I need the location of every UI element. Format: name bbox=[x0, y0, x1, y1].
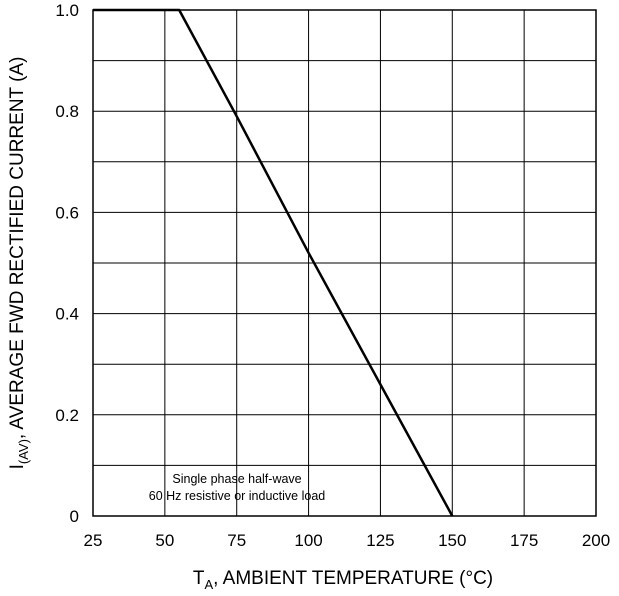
y-axis-title-rest: , AVERAGE FWD RECTIFIED CURRENT (A) bbox=[7, 57, 28, 440]
series-layer bbox=[93, 8, 454, 517]
x-axis-title-rest: , AMBIENT TEMPERATURE (°C) bbox=[213, 568, 493, 589]
x-tick-labels: 25 50 75 100 125 150 175 200 bbox=[84, 531, 611, 550]
x-axis-title: TA, AMBIENT TEMPERATURE (°C) bbox=[193, 568, 493, 592]
x-tick-label: 150 bbox=[438, 531, 466, 550]
y-tick-label: 0.6 bbox=[55, 203, 79, 222]
y-axis-title: I(AV), AVERAGE FWD RECTIFIED CURRENT (A) bbox=[7, 57, 31, 470]
y-axis-title-subscript: (AV) bbox=[16, 439, 31, 464]
y-tick-label: 1.0 bbox=[55, 1, 79, 20]
y-tick-labels: 0 0.2 0.4 0.6 0.8 1.0 bbox=[55, 1, 79, 526]
x-axis-title-main: T bbox=[193, 568, 205, 589]
x-tick-label: 25 bbox=[84, 531, 103, 550]
x-tick-label: 175 bbox=[510, 531, 538, 550]
annotation-line-2: 60 Hz resistive or inductive load bbox=[149, 489, 326, 503]
x-tick-label: 75 bbox=[227, 531, 246, 550]
y-tick-label: 0.8 bbox=[55, 102, 79, 121]
y-axis-title-main: I bbox=[7, 464, 28, 469]
y-tick-label: 0.4 bbox=[55, 305, 79, 324]
grid-lines bbox=[93, 10, 596, 516]
y-tick-label: 0 bbox=[70, 507, 79, 526]
y-tick-label: 0.2 bbox=[55, 406, 79, 425]
x-tick-label: 125 bbox=[366, 531, 394, 550]
annotation-box: Single phase half-wave 60 Hz resistive o… bbox=[149, 472, 326, 503]
x-tick-label: 200 bbox=[582, 531, 610, 550]
x-tick-label: 100 bbox=[294, 531, 322, 550]
x-tick-label: 50 bbox=[155, 531, 174, 550]
derating-curve bbox=[93, 8, 454, 517]
annotation-line-1: Single phase half-wave bbox=[172, 472, 301, 486]
plot-frame bbox=[92, 9, 597, 517]
x-axis-title-subscript: A bbox=[204, 577, 213, 592]
